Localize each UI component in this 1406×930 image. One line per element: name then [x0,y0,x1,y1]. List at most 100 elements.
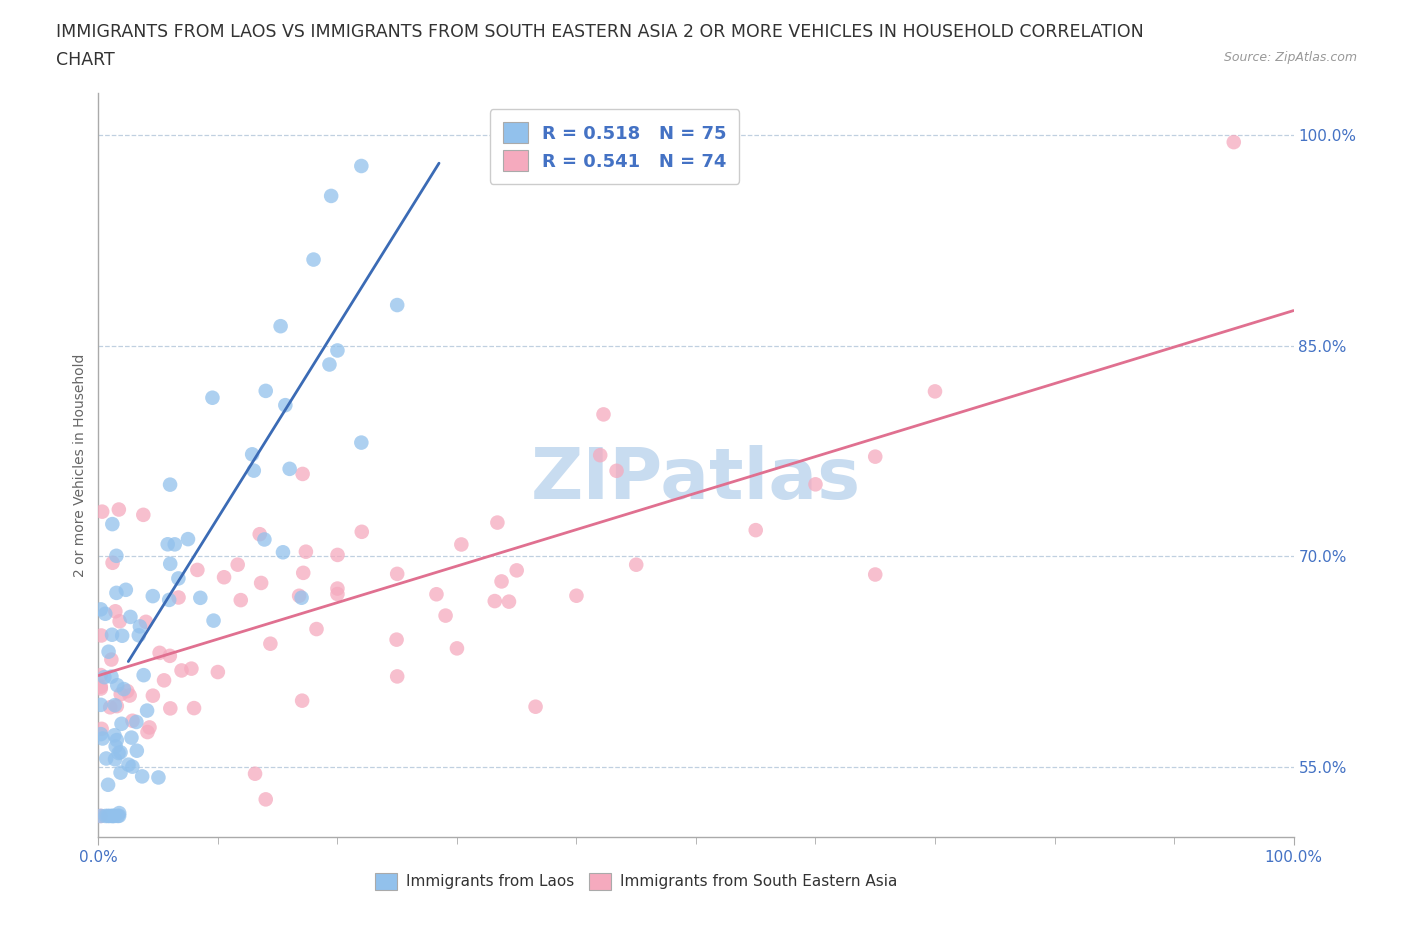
Point [104,698,127,712]
Point [138,720,160,735]
Point [157,592,180,607]
Point [90,602,112,617]
Point [118,688,141,703]
Point [240,447,263,462]
Point [110,765,132,780]
Point [302,252,325,267]
Point [105,585,128,600]
Point [278,461,301,476]
Point [249,526,271,541]
Point [111,629,134,644]
Point [90,726,112,741]
Point [745,523,768,538]
Text: ZIPatlas: ZIPatlas [531,445,860,514]
Point [589,447,612,462]
Point [1223,135,1246,150]
Point [105,698,128,713]
Point [142,688,165,703]
Point [606,463,628,478]
Point [90,679,112,694]
Point [226,557,249,572]
Point [101,808,124,823]
Point [186,563,208,578]
Point [90,681,112,696]
Point [97,777,120,792]
Point [385,632,408,647]
Point [207,665,229,680]
Point [450,537,472,551]
Point [254,383,277,398]
Text: Source: ZipAtlas.com: Source: ZipAtlas.com [1223,51,1357,64]
Point [326,548,349,563]
Point [484,593,506,608]
Point [865,449,887,464]
Point [288,589,311,604]
Point [446,641,468,656]
Point [292,565,315,580]
Point [491,574,513,589]
Point [243,463,266,478]
Point [350,525,373,539]
Point [804,477,827,492]
Point [149,645,172,660]
Point [136,703,159,718]
Point [101,555,124,570]
Point [271,545,294,560]
Point [291,467,314,482]
Point [90,808,112,823]
Point [100,652,122,667]
Point [110,745,132,760]
Point [385,566,409,581]
Point [183,700,205,715]
Point [117,757,139,772]
Point [254,792,277,807]
Point [105,549,128,564]
Point [135,615,157,630]
Point [167,590,190,604]
Point [167,571,190,586]
Point [101,628,124,643]
Point [243,766,266,781]
Point [156,537,179,551]
Point [305,621,328,636]
Point [132,668,155,683]
Point [97,644,120,659]
Point [90,722,112,737]
Point [93,670,115,684]
Point [524,699,547,714]
Point [115,582,138,597]
Point [321,189,343,204]
Point [121,713,143,728]
Point [107,746,129,761]
Point [159,701,181,716]
Point [291,693,314,708]
Point [159,477,181,492]
Point [253,532,276,547]
Point [385,669,409,684]
Point [425,587,447,602]
Point [105,678,128,693]
Point [100,670,122,684]
Point [202,613,225,628]
Point [94,808,117,823]
Point [120,609,142,624]
Point [117,684,139,698]
Point [188,591,211,605]
Point [125,743,148,758]
Point [212,570,235,585]
Text: CHART: CHART [56,51,115,69]
Point [104,739,127,754]
Point [592,407,614,422]
Point [142,589,165,604]
Point [125,714,148,729]
Point [318,357,340,372]
Point [132,508,155,523]
Point [108,502,131,517]
Point [385,298,409,312]
Point [128,619,150,634]
Point [108,614,131,629]
Point [136,724,159,739]
Point [159,556,181,571]
Point [865,567,887,582]
Point [107,808,129,823]
